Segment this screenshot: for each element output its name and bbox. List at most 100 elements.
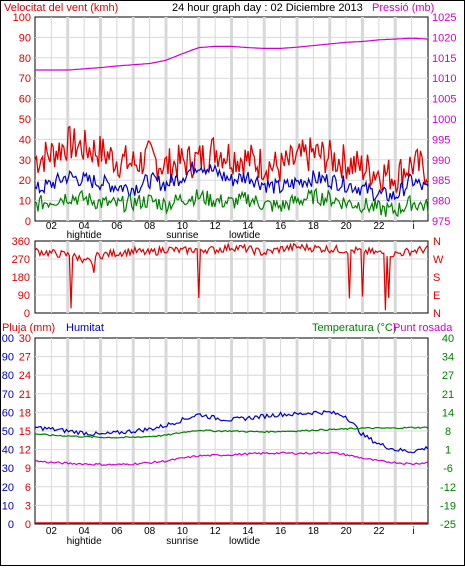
direction-y-tick: 180 (12, 272, 30, 284)
x-tick-label: 18 (308, 526, 320, 537)
compass-tick: N (433, 236, 441, 248)
compass-tick: E (433, 290, 440, 302)
temperature-y-tick: 1 (445, 445, 451, 457)
rain-y-tick: 6 (25, 482, 31, 494)
temperature-y-tick: -6 (443, 463, 453, 475)
left-y-tick: 10 (19, 196, 31, 208)
right-y-tick: 990 (432, 155, 450, 167)
temperature-label: Temperatura (°C) (312, 322, 396, 334)
average-wind-line (34, 161, 429, 203)
x-tick-label: 16 (275, 221, 287, 232)
rain-y-tick: 3 (25, 500, 31, 512)
x-tick-label: 22 (373, 526, 385, 537)
temperature-y-tick: 21 (442, 389, 454, 401)
left-y-tick: 80 (19, 53, 31, 65)
direction-y-tick: 360 (12, 236, 30, 248)
left-y-tick: 20 (19, 175, 31, 187)
x-tick-label: 20 (341, 221, 353, 232)
rain-y-tick: 12 (19, 445, 31, 457)
rain-humidity-temperature-axes: 0102030405060708090100036912151821242730… (0, 333, 456, 531)
humidity-y-tick: 0 (8, 519, 14, 531)
rain-label: Pluja (mm) (2, 322, 55, 334)
right-y-tick: 995 (432, 134, 450, 146)
right-y-tick: 1000 (432, 114, 456, 126)
rain-y-tick: 0 (25, 519, 31, 531)
x-tick-label: i (413, 526, 415, 537)
wind-speed-line (34, 125, 429, 193)
temperature-y-tick: 34 (442, 352, 454, 364)
right-y-tick: 1020 (432, 32, 456, 44)
minimum-wind-line (34, 187, 429, 218)
x-tick-label: 06 (111, 526, 123, 537)
humidity-y-tick: 70 (2, 389, 14, 401)
x-event-label: lowtide (229, 536, 261, 547)
rain-y-tick: 15 (19, 426, 31, 438)
x-tick-label: 14 (242, 526, 254, 537)
wind-pressure-panel: 0102030405060708090100975980985990995100… (13, 12, 457, 228)
dewpoint-line (34, 451, 429, 467)
humidity-y-tick: 50 (2, 426, 14, 438)
x-tick-label: 16 (275, 526, 287, 537)
x-tick-label: 10 (177, 526, 189, 537)
top-x-labels: 02 04 06 08 10 12 14 16 18 20 22 i hightide sunrise lo… (46, 221, 415, 241)
x-event-label: sunrise (166, 230, 199, 241)
left-y-tick: 60 (19, 94, 31, 106)
wind-pressure-series (34, 37, 429, 218)
temperature-y-tick: 27 (442, 370, 454, 382)
left-y-tick: 0 (25, 216, 31, 228)
x-event-label: hightide (67, 536, 102, 547)
left-y-tick: 100 (13, 12, 31, 24)
x-tick-label: 08 (144, 526, 156, 537)
humidity-y-tick: 80 (2, 370, 14, 382)
humidity-y-tick: 100 (0, 333, 14, 345)
x-tick-label: 12 (210, 221, 222, 232)
x-event-label: lowtide (229, 230, 261, 241)
rain-y-tick: 24 (19, 370, 31, 382)
pressure-label: Pressió (mb) (372, 2, 434, 14)
dewpoint-label: Punt rosada (393, 322, 453, 334)
wind-direction-line (34, 241, 429, 311)
wind-label: Velocitat del vent (kmh) (4, 2, 118, 14)
bottom-x-labels: 02 04 06 08 10 12 14 16 18 20 22 i hightide sunrise lo… (46, 526, 415, 547)
rain-humidity-temperature-series (34, 410, 429, 524)
compass-tick: N (433, 308, 441, 320)
x-tick-label: 02 (46, 526, 58, 537)
temperature-y-tick: -25 (440, 519, 456, 531)
x-tick-label: 22 (373, 221, 385, 232)
pressure-line (35, 37, 428, 71)
left-y-tick: 90 (19, 32, 31, 44)
x-tick-label: 18 (308, 221, 320, 232)
temperature-line (35, 426, 429, 439)
x-tick-label: 20 (341, 526, 353, 537)
right-y-tick: 1025 (432, 12, 456, 24)
rain-y-tick: 30 (19, 333, 31, 345)
humidity-y-tick: 60 (2, 407, 14, 419)
wind-direction-grid (35, 241, 428, 313)
x-tick-label: 12 (210, 526, 222, 537)
x-tick-label: 14 (242, 221, 254, 232)
left-y-tick: 50 (19, 114, 31, 126)
temperature-y-tick: 14 (442, 407, 454, 419)
rain-y-tick: 9 (25, 463, 31, 475)
right-y-tick: 980 (432, 196, 450, 208)
right-y-tick: 1005 (432, 94, 456, 106)
humidity-y-tick: 40 (2, 445, 14, 457)
x-tick-label: 08 (144, 221, 156, 232)
direction-y-tick: 0 (24, 308, 30, 320)
compass-tick: S (433, 272, 440, 284)
direction-y-tick: 90 (18, 290, 30, 302)
x-tick-label: i (413, 221, 415, 232)
temperature-y-tick: 8 (445, 426, 451, 438)
temperature-y-tick: 40 (442, 333, 454, 345)
humidity-line (34, 410, 429, 454)
x-tick-label: 10 (177, 221, 189, 232)
rain-y-tick: 21 (19, 389, 31, 401)
right-y-tick: 985 (432, 175, 450, 187)
x-event-label: hightide (67, 230, 102, 241)
wind-direction-series (34, 241, 429, 311)
right-y-tick: 975 (432, 216, 450, 228)
